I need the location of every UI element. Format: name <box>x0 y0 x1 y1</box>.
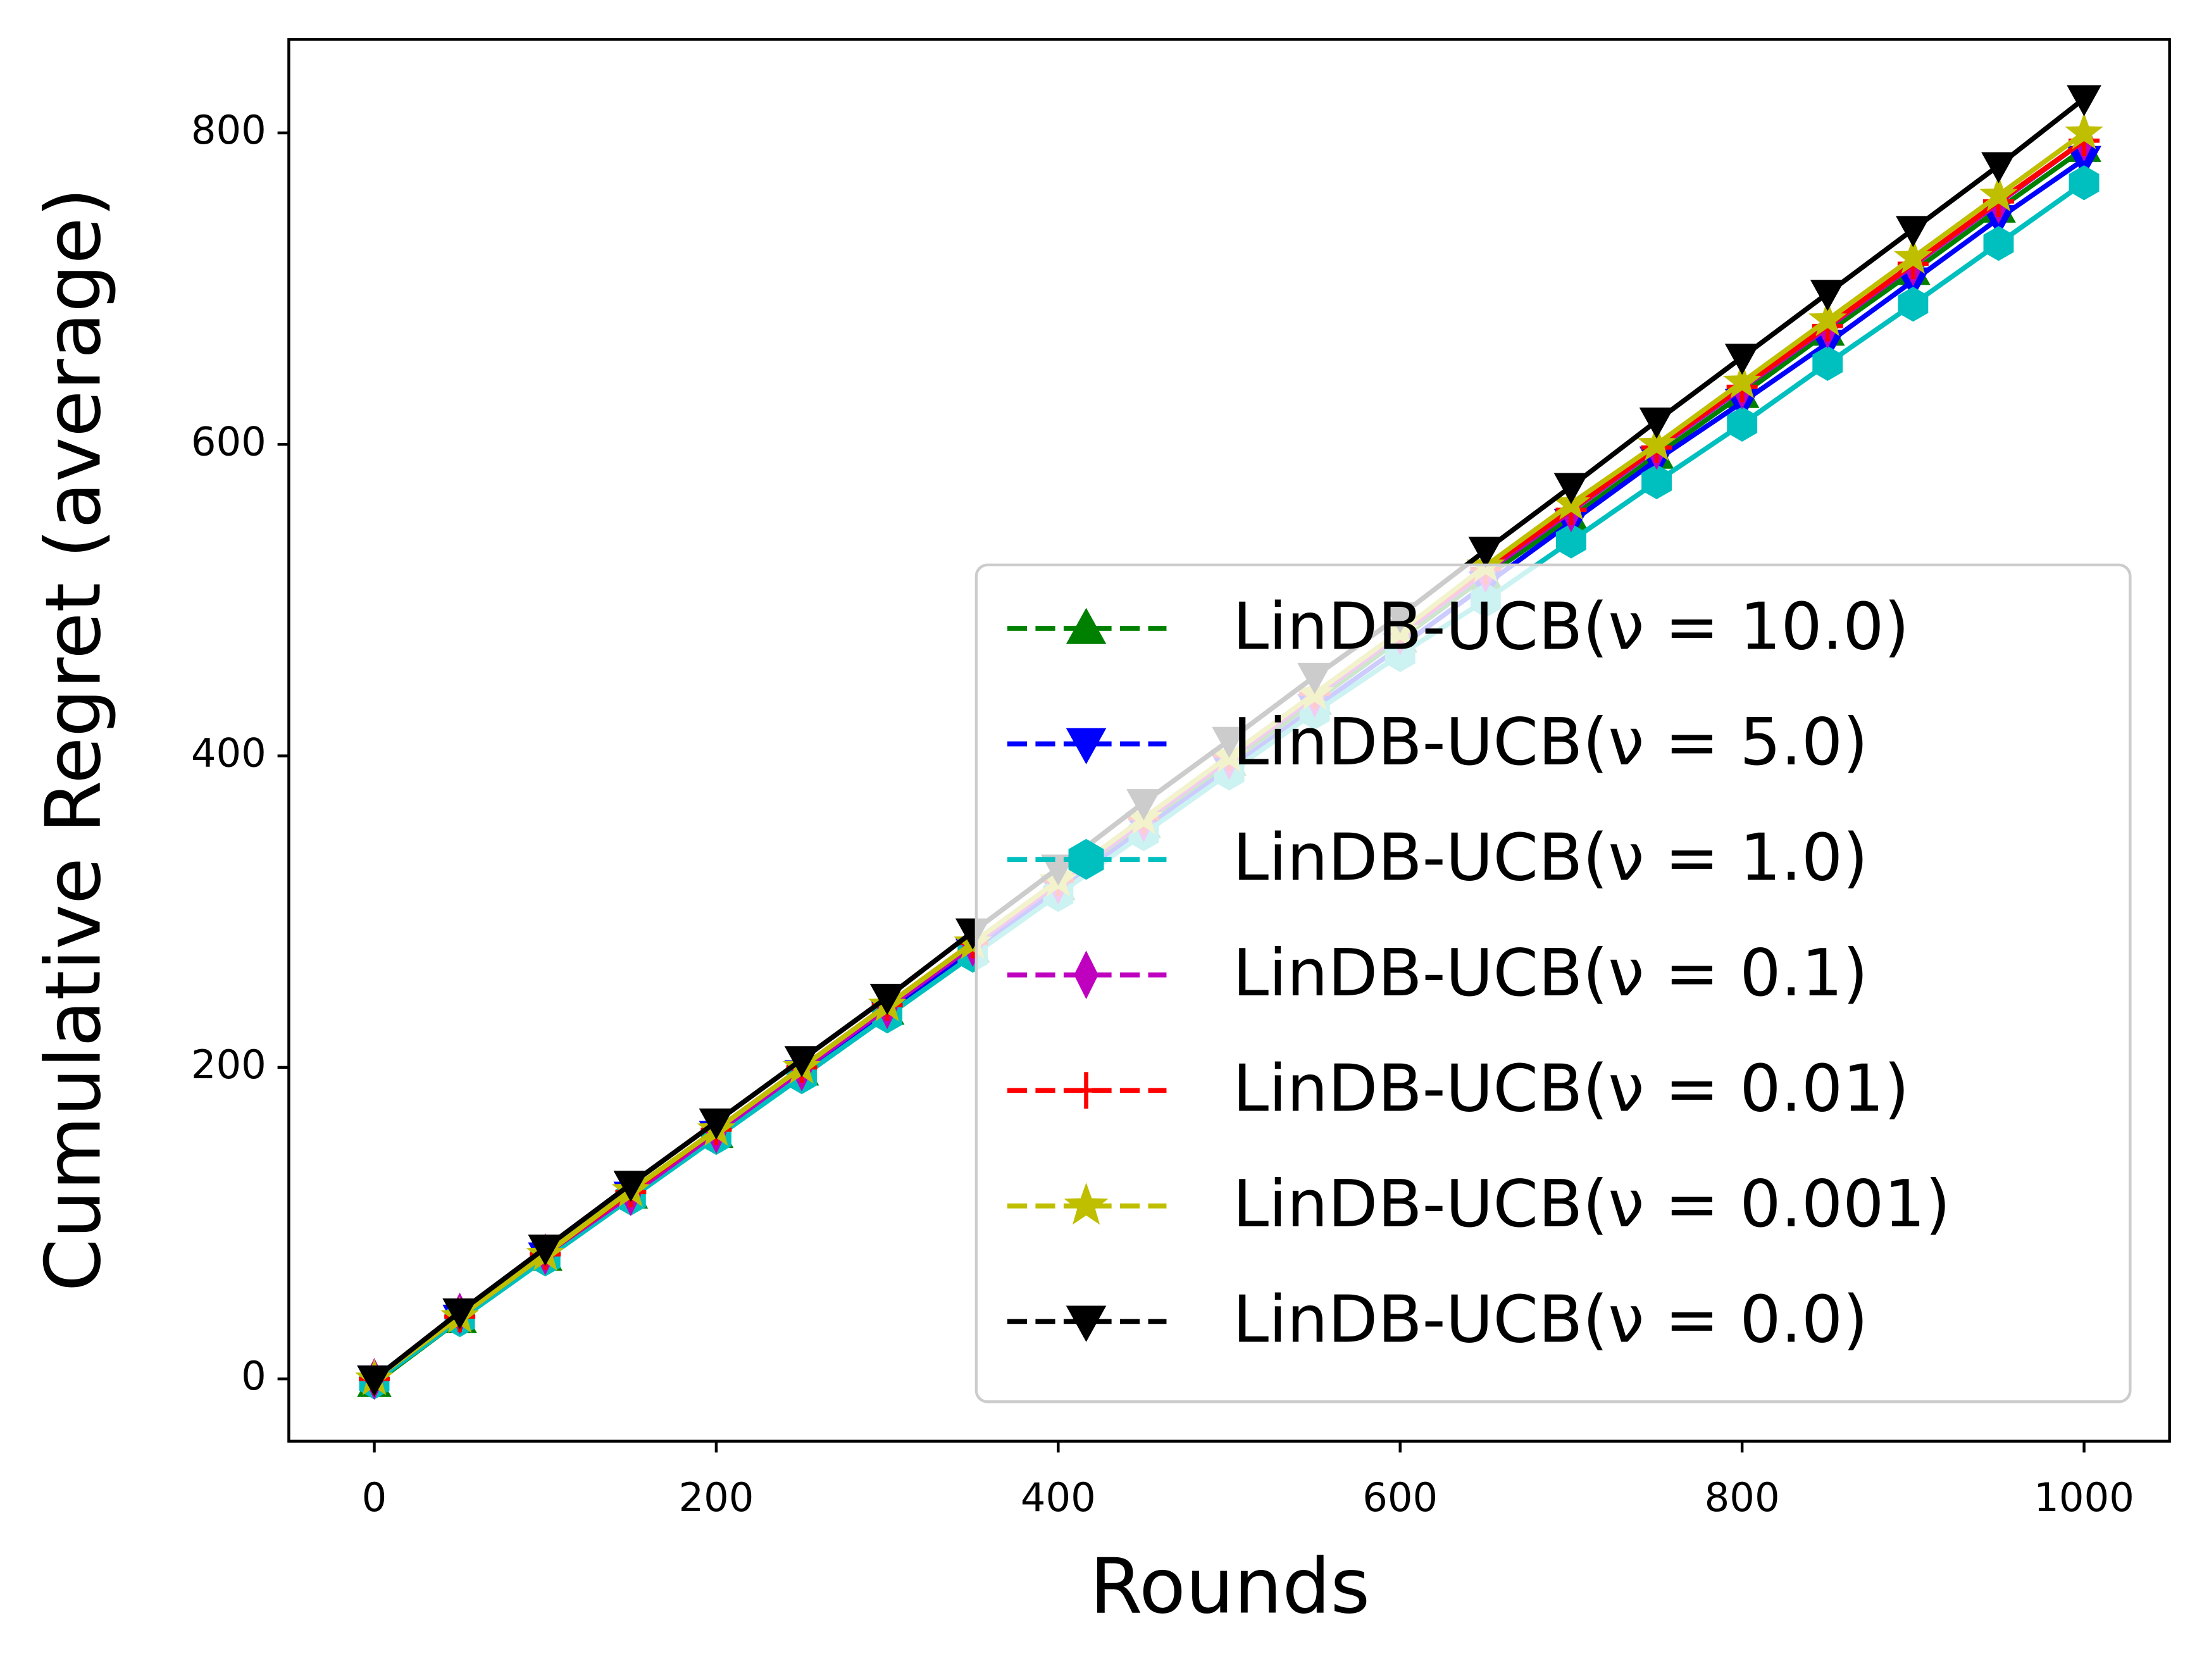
data-point <box>869 983 905 1016</box>
data-point <box>1983 226 2014 261</box>
y-tick-label: 200 <box>191 1042 266 1088</box>
legend-marker <box>1064 1183 1109 1225</box>
data-point <box>1810 280 1845 311</box>
x-tick-label: 0 <box>362 1474 387 1521</box>
data-point <box>1724 344 1760 375</box>
legend-label: LinDB-UCB(ν = 0.01) <box>1233 1052 1909 1127</box>
data-point <box>1896 216 1931 247</box>
legend-box <box>974 563 2132 1403</box>
data-point <box>1556 523 1586 559</box>
data-point <box>2065 113 2103 149</box>
data-point <box>1553 473 1589 504</box>
data-point <box>1727 406 1758 442</box>
data-point <box>1894 237 1932 274</box>
y-tick-label: 400 <box>191 730 266 776</box>
data-point <box>2069 165 2100 201</box>
data-point <box>1898 287 1929 322</box>
legend-marker <box>1067 1072 1105 1109</box>
legend-marker <box>1066 1305 1107 1342</box>
data-point <box>1812 345 1843 381</box>
data-point <box>1639 408 1674 439</box>
data-point <box>442 1298 477 1330</box>
legend-marker <box>1074 950 1098 1000</box>
legend-label: LinDB-UCB(ν = 0.001) <box>1233 1167 1950 1242</box>
x-tick-label: 400 <box>1021 1474 1096 1521</box>
y-tick-label: 800 <box>191 107 266 153</box>
data-point <box>1979 175 2018 212</box>
legend-label: LinDB-UCB(ν = 5.0) <box>1233 705 1868 780</box>
data-point <box>528 1235 563 1266</box>
y-tick-label: 600 <box>191 418 266 464</box>
x-tick-label: 1000 <box>2034 1474 2134 1521</box>
data-point <box>1637 424 1676 461</box>
legend-label: LinDB-UCB(ν = 0.0) <box>1233 1283 1868 1358</box>
x-axis-label: Rounds <box>1090 1543 1370 1631</box>
legend-marker <box>1068 838 1104 880</box>
data-point <box>784 1046 819 1078</box>
x-tick-label: 800 <box>1705 1474 1780 1521</box>
data-point <box>2067 85 2101 116</box>
data-point <box>1641 464 1672 500</box>
x-tick-label: 200 <box>678 1474 754 1521</box>
data-point <box>613 1171 649 1202</box>
data-point <box>699 1108 734 1140</box>
y-axis-label: Cumulative Regret (average) <box>29 187 118 1291</box>
legend-label: LinDB-UCB(ν = 10.0) <box>1233 589 1909 664</box>
y-tick-label: 0 <box>241 1353 266 1399</box>
data-point <box>357 1365 392 1397</box>
legend-label: LinDB-UCB(ν = 1.0) <box>1233 820 1868 895</box>
legend-marker <box>1066 607 1107 644</box>
x-tick-label: 600 <box>1362 1474 1438 1521</box>
data-point <box>1468 537 1503 568</box>
data-point <box>1981 152 2016 184</box>
data-point <box>1722 361 1762 399</box>
plot-frame <box>287 38 2171 1443</box>
legend-marker <box>1066 728 1107 764</box>
data-point <box>1808 299 1847 337</box>
legend-label: LinDB-UCB(ν = 0.1) <box>1233 936 1868 1011</box>
